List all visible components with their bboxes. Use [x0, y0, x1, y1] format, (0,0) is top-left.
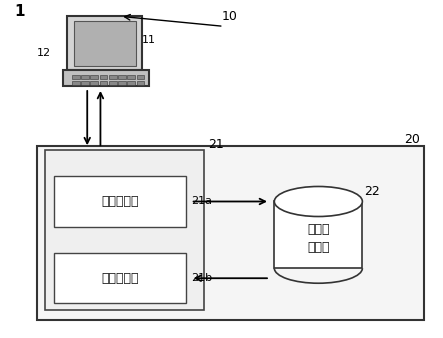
Text: 11: 11 — [142, 35, 156, 45]
Bar — [90, 75, 98, 79]
Text: 21b: 21b — [190, 273, 212, 283]
FancyBboxPatch shape — [37, 146, 424, 320]
Bar — [109, 75, 117, 79]
Bar — [54, 253, 187, 303]
Bar — [136, 75, 144, 79]
Bar — [118, 75, 126, 79]
Text: 21: 21 — [208, 138, 224, 151]
Bar — [81, 75, 89, 79]
Bar — [136, 81, 144, 85]
Polygon shape — [67, 16, 142, 70]
Text: 信息提取部: 信息提取部 — [101, 195, 139, 208]
Text: 20: 20 — [404, 133, 420, 146]
Text: 1: 1 — [15, 4, 25, 19]
Bar — [46, 150, 204, 310]
Text: 10: 10 — [222, 10, 237, 23]
Bar — [274, 201, 362, 268]
Bar — [81, 81, 89, 85]
Text: 21a: 21a — [190, 196, 212, 207]
Bar — [118, 81, 126, 85]
Bar — [100, 81, 108, 85]
Text: 输出处理部: 输出处理部 — [101, 272, 139, 285]
Ellipse shape — [274, 187, 362, 217]
Bar — [54, 176, 187, 226]
Polygon shape — [74, 21, 136, 66]
Bar — [109, 81, 117, 85]
Text: 数据库
保持部: 数据库 保持部 — [307, 223, 330, 254]
Text: 12: 12 — [37, 48, 51, 58]
Bar — [72, 75, 80, 79]
Text: 22: 22 — [365, 185, 381, 198]
Bar — [127, 81, 135, 85]
Bar — [127, 75, 135, 79]
Bar — [100, 75, 108, 79]
Bar — [72, 81, 80, 85]
Bar — [90, 81, 98, 85]
Bar — [63, 70, 149, 87]
